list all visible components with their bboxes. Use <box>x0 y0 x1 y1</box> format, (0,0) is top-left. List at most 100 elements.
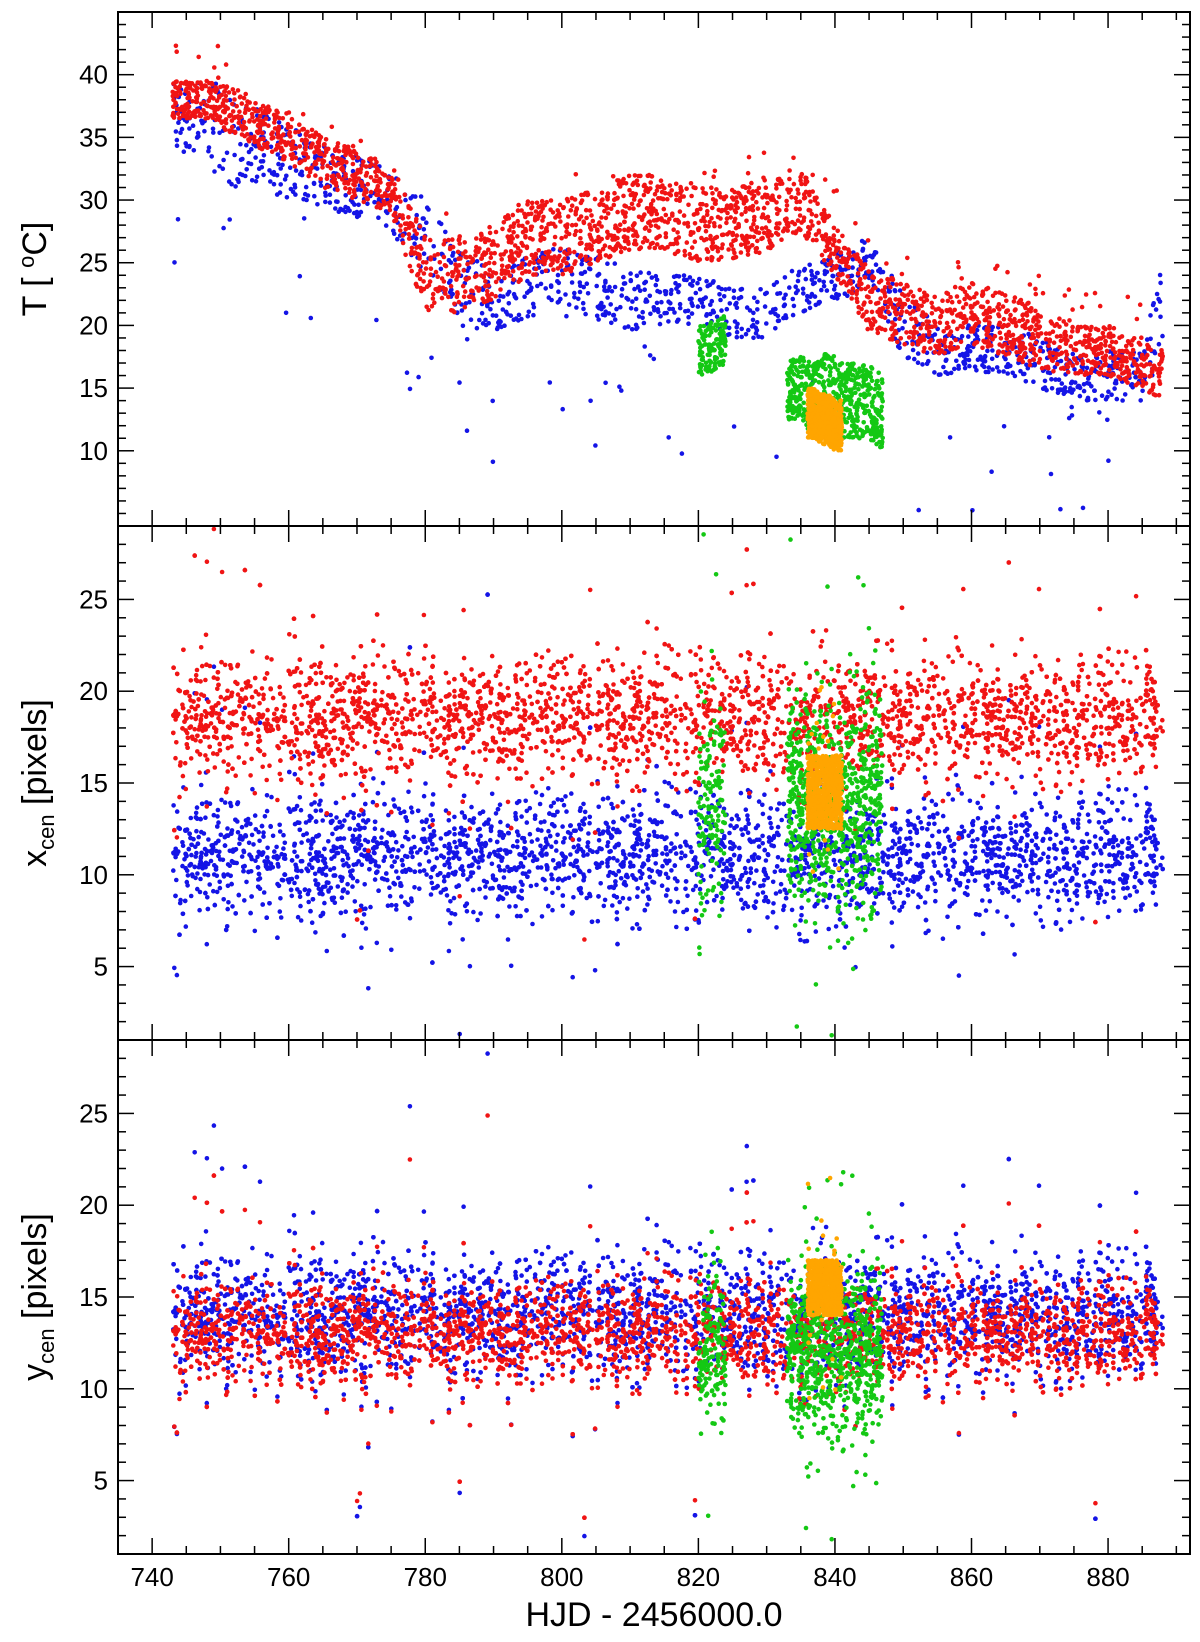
data-point <box>689 300 694 306</box>
data-point <box>874 378 880 384</box>
data-point <box>732 255 737 260</box>
data-point <box>382 173 387 178</box>
data-point <box>429 355 434 361</box>
data-point <box>184 112 190 117</box>
data-point <box>599 224 604 229</box>
data-point <box>454 277 459 282</box>
data-point <box>332 176 338 182</box>
data-point <box>642 344 647 349</box>
data-point <box>614 306 619 312</box>
data-point <box>1068 343 1074 349</box>
data-point <box>275 110 280 115</box>
data-point <box>488 255 494 260</box>
data-point <box>355 155 361 161</box>
data-point <box>448 245 453 250</box>
data-point <box>603 253 609 258</box>
data-point <box>506 263 512 269</box>
data-point <box>451 250 456 256</box>
data-point <box>831 251 837 257</box>
data-point <box>663 234 669 240</box>
data-point <box>466 265 472 271</box>
data-point <box>493 229 499 235</box>
data-point <box>1081 340 1086 345</box>
data-point <box>1131 336 1137 341</box>
data-point <box>1103 343 1108 348</box>
data-point <box>972 323 978 329</box>
data-point <box>681 277 687 283</box>
data-point <box>566 214 571 219</box>
data-point <box>718 216 723 221</box>
data-point <box>379 203 384 208</box>
data-point <box>621 281 627 286</box>
data-point <box>549 297 554 303</box>
data-point <box>922 294 927 299</box>
data-point <box>443 229 448 235</box>
data-point <box>1028 342 1033 347</box>
data-point <box>463 254 468 260</box>
data-point <box>854 433 859 438</box>
data-point <box>1099 393 1105 399</box>
data-point <box>654 277 660 283</box>
data-point <box>697 276 702 282</box>
data-point <box>207 86 212 91</box>
data-point <box>787 415 793 420</box>
data-point <box>804 179 810 184</box>
data-point <box>356 202 361 208</box>
data-point <box>692 221 698 226</box>
data-point <box>289 156 295 161</box>
data-point <box>722 195 727 200</box>
data-point <box>1097 303 1103 309</box>
data-point <box>638 270 643 275</box>
data-point <box>1157 272 1163 278</box>
data-point <box>672 251 678 257</box>
data-point <box>1137 342 1143 347</box>
data-point <box>585 190 590 196</box>
data-point <box>967 296 973 301</box>
data-point <box>701 190 706 195</box>
data-point <box>631 197 637 202</box>
data-point <box>756 334 761 340</box>
data-point <box>906 355 911 360</box>
data-point <box>718 327 723 333</box>
data-point <box>656 309 661 315</box>
data-point <box>640 240 646 245</box>
data-point <box>1058 506 1063 512</box>
data-point <box>204 103 209 108</box>
data-point <box>567 250 572 255</box>
data-point <box>305 155 311 160</box>
data-point <box>239 132 245 137</box>
data-point <box>385 201 391 206</box>
data-point <box>275 135 281 140</box>
data-point <box>789 363 795 368</box>
data-point <box>794 199 799 205</box>
data-point <box>729 187 735 193</box>
data-point <box>808 294 813 300</box>
data-point <box>605 261 610 267</box>
data-point <box>328 165 334 171</box>
data-point <box>358 209 364 215</box>
data-point <box>343 185 348 191</box>
data-point <box>888 284 893 290</box>
data-point <box>828 365 834 371</box>
data-point <box>635 233 640 239</box>
data-point <box>921 349 926 354</box>
data-point <box>1033 286 1038 292</box>
data-point <box>930 305 935 310</box>
data-point <box>523 214 528 220</box>
data-point <box>1017 344 1023 350</box>
data-point <box>398 228 403 233</box>
data-point <box>339 177 345 182</box>
data-point <box>569 222 575 228</box>
data-point <box>173 43 179 49</box>
data-point <box>659 189 665 195</box>
data-point <box>905 297 911 303</box>
data-point <box>622 246 628 251</box>
data-point <box>713 328 719 333</box>
data-point <box>956 366 961 371</box>
data-point <box>209 154 214 159</box>
data-point <box>824 356 830 361</box>
data-point <box>1027 362 1033 368</box>
data-point <box>993 266 998 272</box>
data-point <box>1118 376 1123 382</box>
